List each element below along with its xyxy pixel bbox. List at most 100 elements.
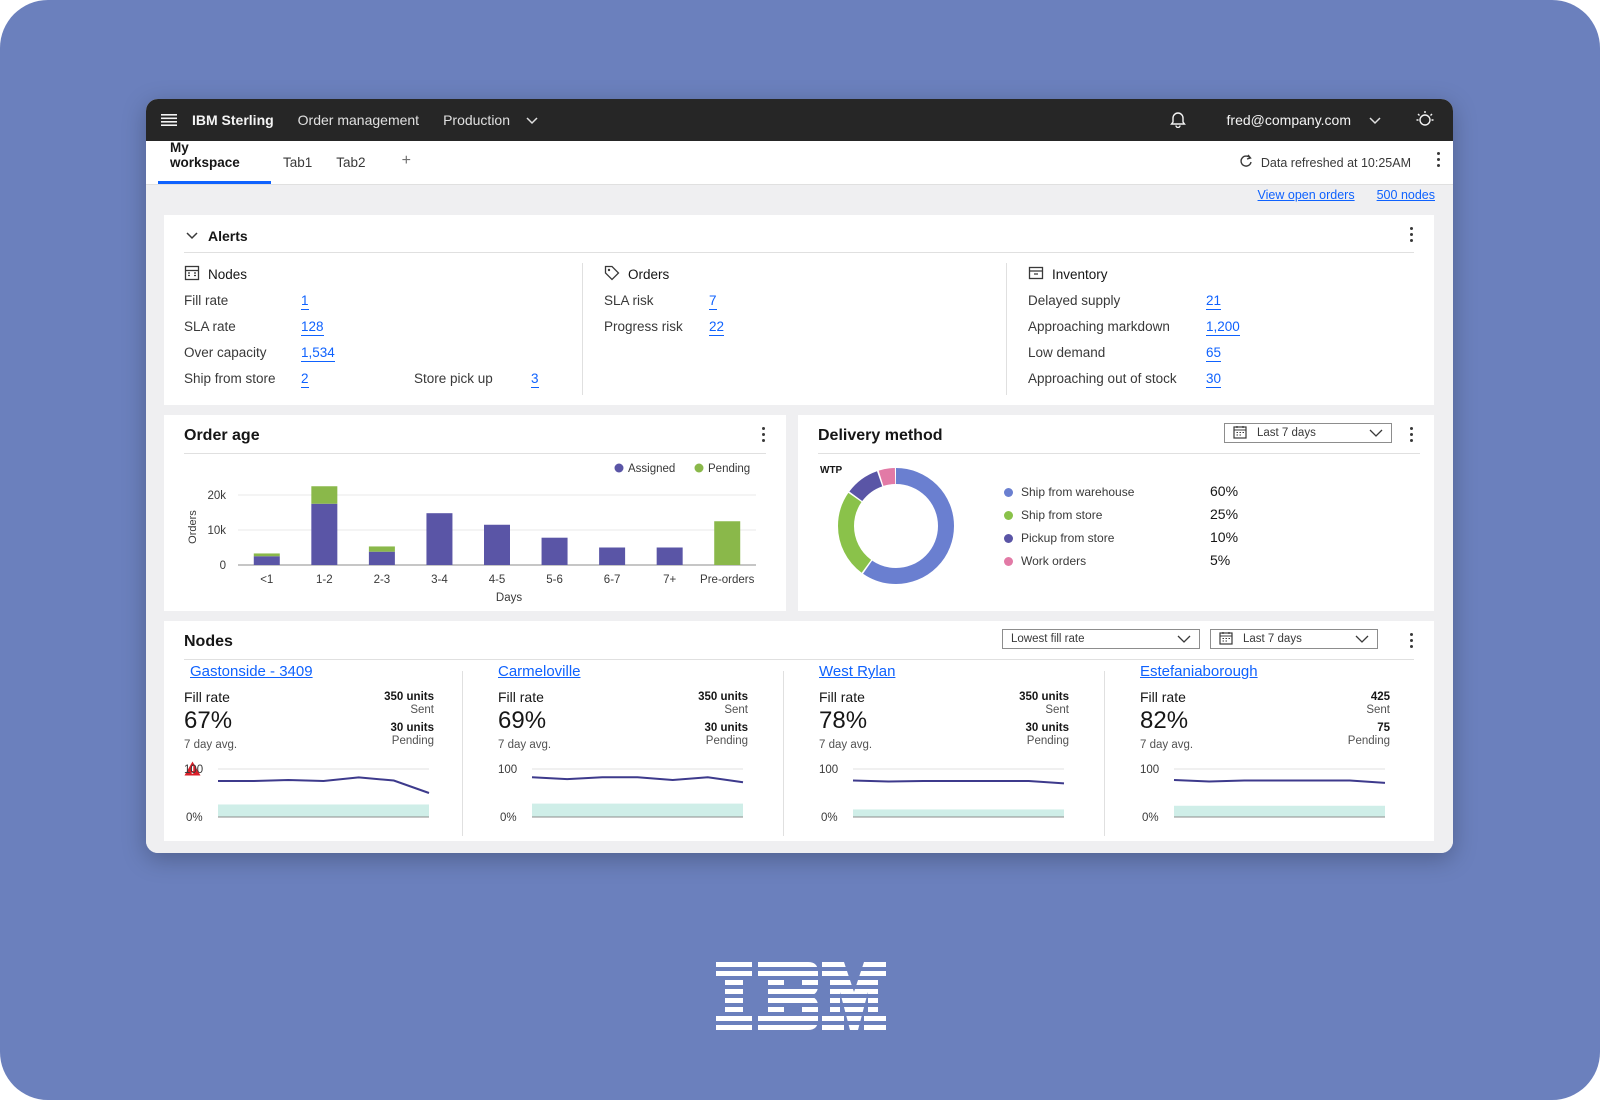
ship-from-store-value[interactable]: 2	[301, 371, 309, 388]
approaching-markdown-value[interactable]: 1,200	[1206, 319, 1240, 336]
donut-slice-ship-from-store[interactable]	[838, 468, 954, 584]
fill-rate-value: 67%	[184, 707, 233, 734]
quick-links: View open orders 500 nodes	[1258, 188, 1435, 202]
approaching-out-value[interactable]: 30	[1206, 371, 1222, 388]
alerts-col-divider-2	[1006, 263, 1007, 395]
bar-assigned-2-3[interactable]	[368, 551, 395, 565]
collapse-chevron-icon[interactable]	[186, 227, 198, 245]
bar-assigned-3-4[interactable]	[426, 513, 453, 565]
legend-work-orders: Work orders	[1004, 554, 1086, 568]
legend-assigned: Assigned	[628, 463, 675, 475]
pending-label: Pending	[391, 735, 434, 747]
building-icon	[184, 265, 200, 284]
node-name-link[interactable]: Gastonside - 3409	[184, 663, 313, 776]
bar-pending-1-2[interactable]	[311, 486, 338, 504]
delayed-supply-label: Delayed supply	[1028, 293, 1121, 308]
nodes-overflow-icon[interactable]	[1410, 633, 1414, 648]
over-capacity-value[interactable]: 1,534	[301, 345, 335, 362]
chevron-down-icon[interactable]	[526, 112, 538, 128]
x-tick-label: 3-4	[431, 574, 448, 586]
alerts-title: Alerts	[208, 228, 248, 244]
avg-label: 7 day avg.	[1140, 739, 1194, 751]
sent-value: 350 units	[1019, 691, 1069, 703]
node-sparkline: 100 0%	[498, 764, 744, 823]
tabbar-overflow-icon[interactable]	[1437, 152, 1441, 167]
sla-risk-value[interactable]: 7	[709, 293, 717, 310]
bar-pending-Pre-orders[interactable]	[714, 521, 741, 565]
node-name-link[interactable]: Carmeloville	[498, 663, 581, 680]
menu-icon[interactable]	[146, 99, 192, 141]
add-tab-button[interactable]: +	[401, 152, 411, 169]
node-name[interactable]: Carmeloville	[498, 663, 581, 680]
theme-sun-icon[interactable]	[1415, 109, 1435, 132]
nodes-count-link[interactable]: 500 nodes	[1376, 188, 1435, 202]
sent-value: 425	[1370, 691, 1390, 703]
progress-risk-value[interactable]: 22	[709, 319, 725, 336]
order-age-overflow-icon[interactable]	[762, 427, 766, 442]
bar-assigned-7+[interactable]	[656, 547, 683, 566]
sent-value: 350 units	[698, 691, 748, 703]
nodes-title: Nodes	[184, 633, 233, 650]
tab-my-workspace[interactable]: My workspace	[158, 140, 271, 184]
delivery-range-chevron-icon	[1369, 426, 1383, 443]
pending-value: 30 units	[1025, 722, 1069, 734]
node-divider	[1104, 671, 1105, 836]
node-sparkline: 100 0%	[1140, 764, 1386, 823]
alerts-divider	[184, 252, 1414, 253]
donut-slice-ship-from-warehouse[interactable]	[838, 468, 954, 584]
low-demand-value[interactable]: 65	[1206, 345, 1222, 362]
axis-top-label: 100	[498, 764, 517, 776]
node-name-link[interactable]: Estefaniaborough	[1140, 663, 1258, 680]
pending-value: 30 units	[390, 722, 434, 734]
nodes-range-dropdown[interactable]: Last 7 days	[1210, 629, 1378, 649]
refresh-icon[interactable]	[1239, 154, 1253, 171]
delivery-overflow-icon[interactable]	[1410, 427, 1414, 442]
x-tick-label: 1-2	[316, 574, 333, 586]
spark-area	[532, 803, 743, 817]
node-name-link[interactable]: West Rylan	[819, 663, 895, 680]
brand-name[interactable]: IBM Sterling	[192, 112, 274, 128]
sla-rate-value[interactable]: 128	[301, 319, 324, 336]
store-pick-up-value[interactable]: 3	[531, 371, 539, 388]
spark-line	[531, 776, 744, 784]
fill-rate-label: Fill rate	[184, 689, 230, 705]
bar-assigned-4-5[interactable]	[484, 524, 510, 565]
tab-tab2[interactable]: Tab2	[336, 155, 366, 170]
tab-bar: My workspace Tab1 Tab2 + Data refreshed …	[146, 140, 1453, 185]
dashboard-content: View open orders 500 nodes Alerts Nodes …	[146, 185, 1453, 853]
nodes-divider	[184, 659, 1414, 660]
tab-tab1[interactable]: Tab1	[283, 155, 313, 170]
node-name[interactable]: Estefaniaborough	[1140, 663, 1258, 680]
bar-assigned-1-2[interactable]	[311, 503, 338, 565]
bar-assigned-6-7[interactable]	[599, 547, 626, 566]
pending-value: 75	[1377, 722, 1390, 734]
pending-label: Pending	[705, 735, 748, 747]
nav-production[interactable]: Production	[443, 112, 511, 128]
node-sparkline: 100 0%	[819, 764, 1065, 823]
bar-assigned-<1[interactable]	[253, 556, 280, 565]
ibm-logo	[716, 962, 886, 1030]
spark-area	[853, 809, 1064, 817]
app-window: IBM Sterling Order management Production…	[146, 99, 1453, 853]
bar-pending-2-3[interactable]	[368, 546, 395, 552]
delivery-range-dropdown[interactable]: Last 7 days	[1224, 423, 1392, 443]
order-age-divider	[184, 453, 766, 454]
alerts-col-divider-1	[582, 263, 583, 395]
fill-rate-value[interactable]: 1	[301, 293, 309, 310]
nodes-sort-dropdown[interactable]: Lowest fill rate	[1002, 629, 1200, 649]
node-name[interactable]: Gastonside - 3409	[190, 663, 313, 680]
bar-pending-<1[interactable]	[253, 553, 280, 557]
bar-assigned-5-6[interactable]	[541, 537, 568, 565]
nodes-range-value: Last 7 days	[1243, 633, 1302, 645]
inventory-box-icon	[1028, 265, 1044, 284]
node-name[interactable]: West Rylan	[819, 663, 896, 680]
user-chevron-down-icon[interactable]	[1369, 112, 1381, 128]
alerts-overflow-icon[interactable]	[1410, 227, 1414, 242]
view-open-orders-link[interactable]: View open orders	[1257, 188, 1355, 202]
notification-bell-icon[interactable]	[1169, 110, 1187, 131]
axis-bottom-label: 0%	[821, 812, 838, 823]
delayed-supply-value[interactable]: 21	[1206, 293, 1222, 310]
nav-order-management[interactable]: Order management	[297, 112, 420, 128]
order-age-chart: Assigned Pending 20k 10k 0 Orders <1 1-2 2-3 3-4 4…	[187, 463, 756, 604]
user-email[interactable]: fred@company.com	[1226, 112, 1351, 128]
